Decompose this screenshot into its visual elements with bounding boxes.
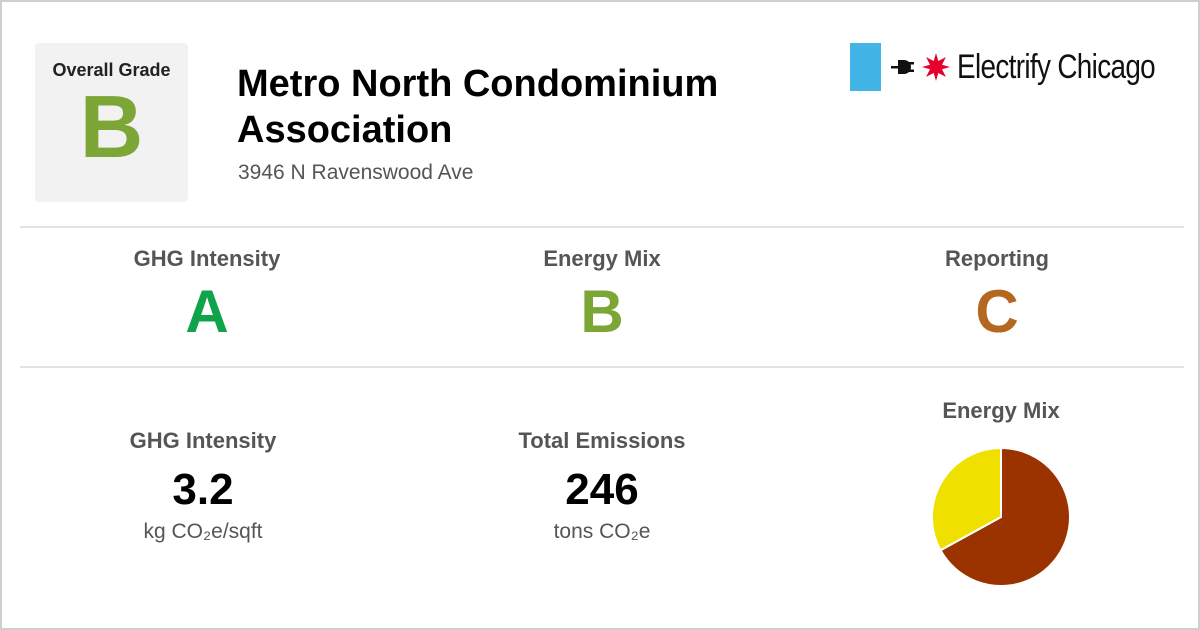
logo-text: Electrify Chicago — [957, 47, 1156, 86]
stat-total-emissions: Total Emissions 246 tons CO₂e — [442, 428, 762, 544]
stat-ghg-intensity: GHG Intensity 3.2 kg CO₂e/sqft — [43, 428, 363, 544]
energy-mix-pie — [930, 446, 1072, 588]
stat-label: GHG Intensity — [129, 428, 277, 453]
grade-energy-mix: Energy Mix B — [452, 246, 752, 342]
stat-label: Total Emissions — [518, 428, 686, 453]
stat-unit: kg CO₂e/sqft — [143, 520, 263, 543]
building-address: 3946 N Ravenswood Ave — [238, 161, 474, 184]
grades-divider — [20, 366, 1184, 368]
stat-value: 3.2 — [172, 465, 234, 514]
grade-reporting: Reporting C — [847, 246, 1147, 342]
electrify-chicago-logo[interactable]: Electrify Chicago — [850, 43, 1199, 91]
header-divider — [20, 226, 1184, 228]
overall-grade-letter: B — [79, 77, 144, 176]
logo-blue-bar — [850, 43, 881, 91]
grade-ghg-intensity: GHG Intensity A — [57, 246, 357, 342]
grade-letter: A — [185, 278, 229, 345]
stat-unit: tons CO₂e — [553, 520, 651, 543]
stat-value: 246 — [565, 465, 639, 514]
grade-letter: C — [975, 278, 1019, 345]
overall-grade-box: Overall Grade B — [35, 43, 188, 202]
grade-label: Reporting — [945, 246, 1049, 271]
star-icon — [921, 52, 951, 82]
energy-mix-title: Energy Mix — [942, 398, 1060, 423]
pie-slice-0 — [939, 446, 1071, 587]
grade-label: Energy Mix — [543, 246, 661, 271]
overall-grade-title: Overall Grade — [52, 60, 171, 80]
building-name: Metro North Condominium Association — [237, 63, 719, 151]
grade-letter: B — [580, 278, 624, 345]
grade-label: GHG Intensity — [133, 246, 281, 271]
pie-slice-1 — [931, 446, 1002, 552]
plug-icon — [891, 57, 917, 77]
